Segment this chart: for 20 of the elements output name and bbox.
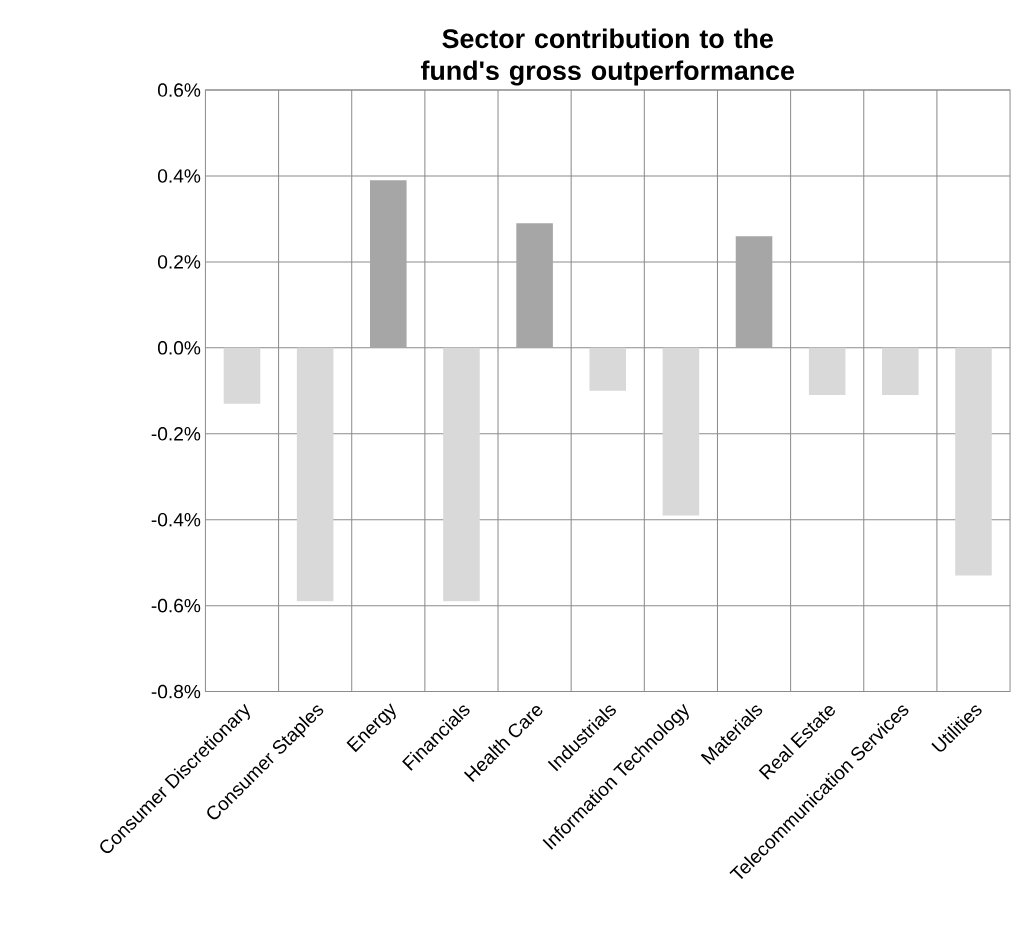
- bar: [296, 348, 334, 602]
- y-tick-label: -0.8%: [151, 685, 201, 699]
- y-tick-label: -0.6%: [151, 599, 201, 613]
- bar: [662, 348, 700, 516]
- y-tick-label: 0.4%: [157, 169, 201, 183]
- bar: [808, 348, 846, 396]
- y-tick-label: -0.4%: [151, 513, 201, 527]
- y-tick-label: 0.6%: [157, 83, 201, 98]
- bar: [882, 348, 919, 396]
- y-tick-label: 0.0%: [157, 341, 201, 355]
- y-tick-label: 0.2%: [157, 255, 201, 269]
- bar: [223, 348, 261, 404]
- y-tick-label: -0.2%: [151, 427, 201, 441]
- bar: [955, 348, 992, 576]
- chart-title: Sector contribution to the fund's gross outperformance: [420, 28, 795, 86]
- bar: [735, 236, 773, 349]
- bar: [516, 223, 553, 349]
- bar: [589, 348, 627, 392]
- bar: [443, 348, 480, 602]
- bar: [370, 180, 407, 349]
